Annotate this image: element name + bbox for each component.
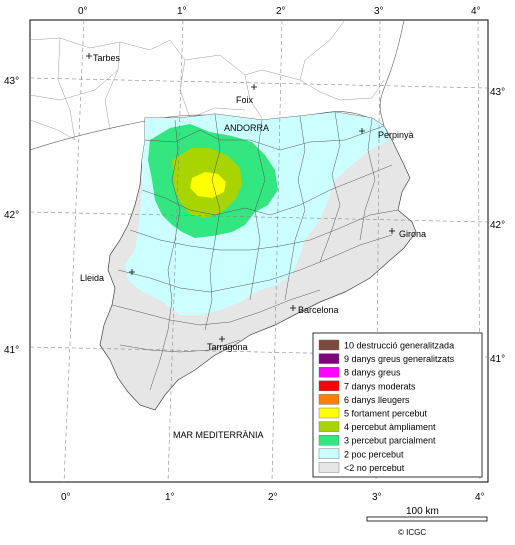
label-perpinya: Perpinyà [378, 130, 414, 140]
barcelona-marker [290, 305, 296, 311]
lon-tick-bottom-2: 2° [268, 492, 278, 503]
lon-tick-top-4: 4° [471, 6, 481, 17]
legend-box [312, 332, 483, 478]
label-sea: MAR MEDITERRÀNIA [173, 430, 264, 440]
scale-label: 100 km [406, 506, 439, 517]
legend-label: 3 percebut parcialment [344, 436, 436, 446]
legend-swatch [318, 380, 340, 391]
lat-tick-left-1: 42° [4, 210, 19, 221]
tarbes-marker [86, 53, 92, 59]
legend-label: 5 fortament percebut [344, 409, 428, 419]
girona-marker [389, 228, 395, 234]
legend-swatch [318, 462, 340, 473]
legend-label: 10 destrucció generalitzada [344, 341, 454, 351]
label-tarbes: Tarbes [93, 53, 121, 63]
legend-label: 2 poc percebut [344, 449, 404, 459]
legend-label: 9 danys greus generalitzats [344, 354, 455, 364]
legend: 10 destrucció generalitzada 9 danys greus… [312, 332, 483, 478]
lon-tick-top-1: 1° [177, 6, 187, 17]
tarragona-marker [219, 336, 225, 342]
legend-label: <2 no percebut [344, 463, 405, 473]
legend-swatch [318, 421, 340, 432]
city-markers [86, 53, 395, 342]
lat-tick-right-0: 43° [490, 87, 505, 98]
lleida-marker [129, 269, 135, 275]
perpinya-marker [359, 128, 365, 134]
lon-tick-bottom-3: 3° [372, 492, 382, 503]
credit: © ICGC [398, 528, 426, 537]
foix-marker [251, 84, 257, 90]
legend-swatch [318, 407, 340, 419]
label-girona: Girona [399, 229, 426, 239]
scale-bar-shape [366, 516, 488, 522]
lon-tick-bottom-4: 4° [475, 492, 485, 503]
legend-swatch [318, 339, 340, 351]
legend-swatch [318, 367, 340, 378]
legend-label: 4 percebut àmpliament [344, 422, 436, 432]
lat-tick-left-2: 41° [4, 345, 19, 356]
legend-swatch [318, 353, 340, 364]
legend-swatch [318, 394, 340, 405]
lat-tick-right-2: 41° [490, 354, 505, 365]
region-fortament-percebut [190, 172, 226, 198]
label-lleida: Lleida [80, 273, 104, 283]
legend-swatch [318, 435, 340, 446]
lon-tick-top-0: 0° [78, 6, 88, 17]
legend-label: 6 danys lleugers [344, 395, 410, 405]
label-barcelona: Barcelona [298, 305, 339, 315]
label-tarragona: Tarragona [207, 342, 248, 352]
legend-label: 8 danys greus [344, 368, 401, 378]
lon-tick-top-3: 3° [374, 6, 384, 17]
lon-tick-bottom-0: 0° [61, 492, 71, 503]
france-departments [29, 19, 385, 141]
lat-tick-right-1: 42° [490, 220, 505, 231]
lon-tick-bottom-1: 1° [165, 492, 175, 503]
legend-label: 7 danys moderats [344, 381, 416, 391]
label-andorra: ANDORRA [224, 123, 269, 133]
lat-tick-left-0: 43° [4, 76, 19, 87]
lon-tick-top-2: 2° [276, 6, 286, 17]
label-foix: Foix [236, 95, 254, 105]
comarca-borders [111, 111, 399, 391]
legend-swatch [318, 448, 340, 459]
scale-bar: 100 km [366, 506, 488, 522]
